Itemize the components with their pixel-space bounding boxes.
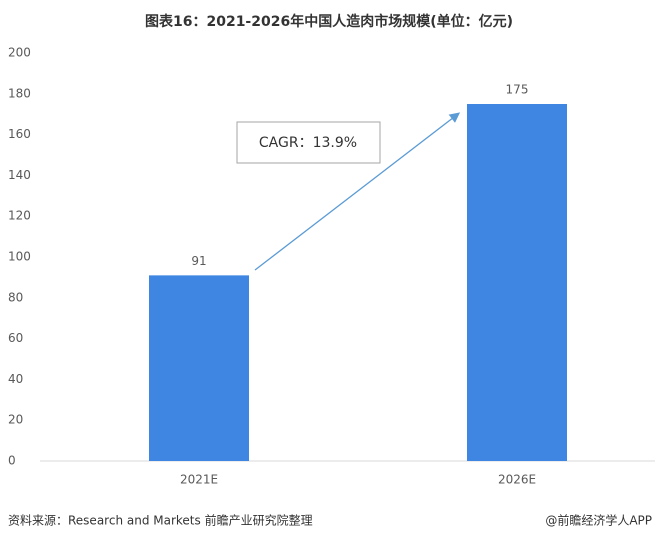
y-tick-label: 160 — [8, 127, 31, 141]
y-tick-label: 120 — [8, 209, 31, 223]
y-tick-label: 60 — [8, 331, 23, 345]
credit: @前瞻经济学人APP — [545, 513, 652, 528]
bar — [467, 104, 567, 461]
cagr-arrow — [254, 112, 461, 271]
x-tick-label: 2026E — [498, 473, 536, 487]
x-tick-label: 2021E — [180, 473, 218, 487]
annotation-box — [236, 121, 381, 164]
value-label: 175 — [506, 83, 529, 97]
y-tick-label: 180 — [8, 86, 31, 100]
y-tick-label: 100 — [8, 250, 31, 264]
value-label: 91 — [191, 254, 206, 268]
y-tick-label: 20 — [8, 413, 23, 427]
y-tick-label: 80 — [8, 290, 23, 304]
y-tick-label: 40 — [8, 372, 23, 386]
bar — [149, 275, 249, 461]
y-tick-label: 0 — [8, 454, 16, 468]
y-tick-label: 140 — [8, 168, 31, 182]
annotation: CAGR：13.9% — [259, 135, 357, 151]
source: 资料来源：Research and Markets 前瞻产业研究院整理 — [8, 513, 313, 528]
chart-title: 图表16：2021-2026年中国人造肉市场规模(单位：亿元) — [145, 13, 513, 30]
y-tick-label: 200 — [8, 46, 31, 60]
